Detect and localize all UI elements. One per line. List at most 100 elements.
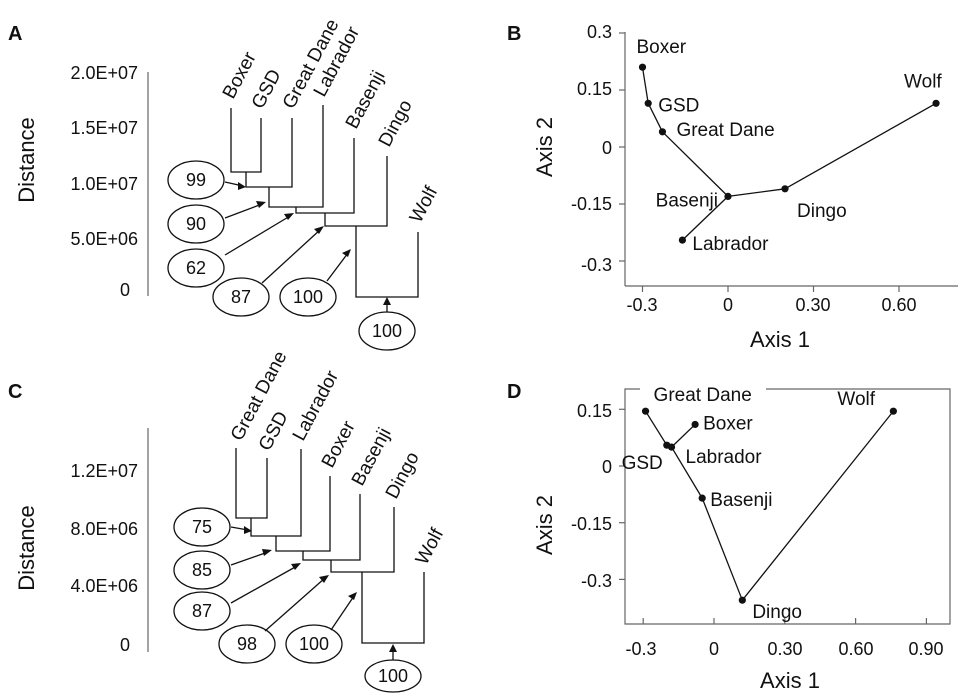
panel-c-leaf-wolf: Wolf <box>412 525 449 569</box>
panel-d-xlabel: Axis 1 <box>760 668 820 693</box>
panel-d-label-boxer: Boxer <box>703 413 753 434</box>
panel-d-ytick-4: -0.3 <box>581 571 612 591</box>
panel-a-boot-oval-1 <box>167 160 225 200</box>
panel-d-xtick-3: 0.30 <box>767 639 802 659</box>
panel-d-ylabel: Axis 2 <box>532 495 557 555</box>
panel-a: A Distance 2.0E+07 1.5E+07 1.0E+07 5.0E+… <box>8 16 443 351</box>
panel-a-ytick-5: 0 <box>120 280 130 300</box>
panel-b-xtick-4: 0.60 <box>881 295 916 315</box>
panel-b-ylabel: Axis 2 <box>532 117 557 177</box>
panel-c: C Distance 1.2E+07 8.0E+06 4.0E+06 0 Gre… <box>8 348 449 693</box>
panel-a-arrows <box>224 181 391 312</box>
panel-c-arrows <box>230 526 397 660</box>
panel-c-boot-2: 85 <box>192 560 212 580</box>
panel-b-edge-great-dane-basenji <box>661 131 729 197</box>
panel-a-boot-4: 87 <box>231 287 251 307</box>
panel-c-ytick-3: 4.0E+06 <box>70 576 138 596</box>
panel-d-label-wolf: Wolf <box>837 389 875 410</box>
panel-d-xtick-1: -0.3 <box>625 639 656 659</box>
panel-b-label-labrador: Labrador <box>692 234 769 255</box>
panel-c-boot-oval-5 <box>285 624 343 664</box>
panel-d-point-wolf <box>889 407 897 415</box>
panel-d-point-boxer <box>691 420 699 429</box>
panel-d-edge-basenji-dingo <box>701 497 743 601</box>
panel-b-point-gsd <box>644 99 652 107</box>
panel-d-label-dingo: Dingo <box>752 602 802 623</box>
panel-b-xtick-3: 0.30 <box>795 295 830 315</box>
panel-b-ytick-2: 0.15 <box>577 79 612 99</box>
panel-a-boot-3: 62 <box>186 258 206 278</box>
panel-c-leaf-boxer: Boxer <box>318 417 360 471</box>
panel-a-leaf-wolf: Wolf <box>406 183 443 227</box>
panel-b-xtick-1: -0.3 <box>626 295 657 315</box>
panel-d-edge-boxer-labrador <box>671 423 696 448</box>
panel-b-edge-dingo-wolf <box>784 102 937 190</box>
panel-c-boot-oval-2 <box>173 550 231 590</box>
panel-c-boot-5: 100 <box>299 634 329 654</box>
panel-d-letter: D <box>507 381 521 403</box>
panel-c-leaf-dingo: Dingo <box>382 449 424 503</box>
panel-a-boot-oval-4 <box>212 277 270 317</box>
panel-c-boot-oval-3 <box>173 591 231 631</box>
panel-d-xtick-4: 0.60 <box>838 639 873 659</box>
panel-a-leaf-basenji: Basenji <box>342 67 390 132</box>
panel-a-boot-oval-5 <box>279 277 337 317</box>
panel-d-plot: Great Dane Boxer Labrador GSD Basenji Dingo Wo… <box>622 385 897 623</box>
panel-b-point-great-dane <box>658 128 667 136</box>
panel-a-boot-2: 90 <box>186 214 206 234</box>
panel-b-ytick-5: -0.3 <box>581 255 612 275</box>
panel-b-tick-marks <box>619 32 900 292</box>
panel-a-ytick-1: 2.0E+07 <box>70 63 138 83</box>
panel-c-boot-4: 98 <box>237 634 257 654</box>
panel-b-label-great-dane: Great Dane <box>676 120 774 141</box>
panel-d-frame <box>624 388 951 625</box>
panel-b-point-dingo <box>781 185 789 193</box>
panel-d-ytick-3: -0.15 <box>571 514 612 534</box>
panel-c-boot-6: 100 <box>378 666 408 686</box>
panel-d-edge-great-dane-gsd <box>645 410 668 446</box>
panel-b-ytick-4: -0.15 <box>571 194 612 214</box>
panel-c-ytick-1: 1.2E+07 <box>70 461 138 481</box>
panel-c-ytick-2: 8.0E+06 <box>70 519 138 539</box>
panel-d-point-great-dane <box>641 407 650 415</box>
panel-c-ytick-4: 0 <box>120 635 130 655</box>
panel-a-ytick-3: 1.0E+07 <box>70 174 138 194</box>
panel-d-tick-marks <box>619 408 928 624</box>
panel-d-label-labrador: Labrador <box>686 447 763 468</box>
panel-d-label-great-dane: Great Dane <box>654 385 752 406</box>
panel-b-point-basenji <box>724 192 732 200</box>
panel-d-point-dingo <box>738 596 746 604</box>
panel-a-ytick-4: 5.0E+06 <box>70 229 138 249</box>
panel-b-ytick-3: 0 <box>602 138 612 158</box>
panel-c-tree <box>235 448 425 644</box>
panel-d-xtick-5: 0.90 <box>908 639 943 659</box>
panel-d-label-basenji: Basenji <box>710 490 772 511</box>
panel-d-xtick-2: 0 <box>709 639 719 659</box>
panel-b-label-basenji: Basenji <box>656 190 718 211</box>
panel-a-tree <box>230 105 419 298</box>
panel-c-boot-oval-1 <box>173 507 231 547</box>
panel-a-boot-oval-2 <box>167 204 225 244</box>
panel-c-ylabel: Distance <box>14 505 39 591</box>
panel-b-xtick-2: 0 <box>723 295 733 315</box>
panel-d-point-basenji <box>698 494 706 502</box>
panel-b-label-dingo: Dingo <box>797 201 847 222</box>
panel-b-letter: B <box>507 23 521 45</box>
panel-a-boot-1: 99 <box>186 170 206 190</box>
panel-a-boot-5: 100 <box>293 287 323 307</box>
panel-d: D Axis 2 Axis 1 0.15 0 -0.15 -0.3 -0.3 0… <box>507 381 951 693</box>
panel-b-point-wolf <box>932 99 940 107</box>
panel-b-edge-gsd-great-dane <box>647 103 664 133</box>
panel-b-label-boxer: Boxer <box>637 37 687 58</box>
panel-d-ytick-1: 0.15 <box>577 401 612 421</box>
panel-a-ylabel: Distance <box>14 117 39 203</box>
panel-a-boot-oval-3 <box>167 248 225 288</box>
panel-b-xlabel: Axis 1 <box>750 327 810 352</box>
panel-c-boot-3: 87 <box>192 601 212 621</box>
panel-a-leaf-gsd: GSD <box>248 66 286 112</box>
panel-b-ytick-1: 0.3 <box>587 22 612 42</box>
panel-b-plot: Boxer GSD Great Dane Basenji Labrador Dingo Wo… <box>637 37 943 255</box>
panel-d-edge-labrador-basenji <box>670 446 703 499</box>
panel-b-label-wolf: Wolf <box>904 71 942 92</box>
